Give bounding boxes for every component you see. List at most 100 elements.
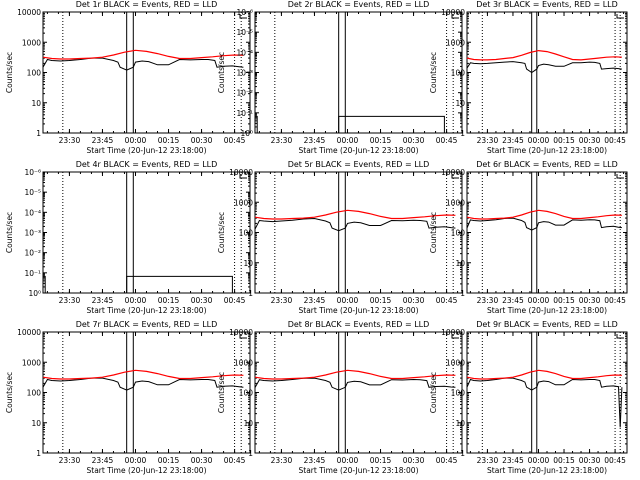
panel-title: Det 2r BLACK = Events, RED = LLD — [288, 0, 430, 9]
y-tick-label: 10000 — [441, 328, 465, 337]
plot-frame — [466, 11, 628, 134]
lld-series-line — [466, 209, 622, 220]
x-tick-label: 00:30 — [403, 296, 425, 305]
y-tick-label: 10000 — [441, 168, 465, 177]
x-tick-label: 00:15 — [370, 136, 392, 145]
x-tick-label: 00:45 — [604, 296, 626, 305]
x-tick-label: 23:45 — [502, 136, 524, 145]
events-series-line — [254, 377, 456, 391]
x-tick-label: 23:45 — [502, 456, 524, 465]
y-tick-label: 1 — [36, 449, 41, 458]
x-tick-label: 23:30 — [477, 296, 499, 305]
x-tick-label: 23:45 — [92, 296, 114, 305]
y-tick-label: 10⁻⁴ — [236, 48, 253, 57]
y-tick-label: 10000 — [17, 8, 41, 17]
x-tick-label: 00:00 — [125, 456, 147, 465]
x-tick-label: 00:15 — [370, 296, 392, 305]
corner-marker — [239, 14, 247, 19]
panel-title: Det 7r BLACK = Events, RED = LLD — [76, 320, 218, 329]
x-tick-label: 00:00 — [528, 136, 550, 145]
panel-det-7: 1 10 100 1000 10000 23:30 23:45 00:00 00:15 00:30… — [5, 320, 251, 475]
y-axis-label: Counts/sec — [217, 372, 226, 413]
x-tick-label: 00:00 — [337, 296, 359, 305]
x-axis-label: Start Time (20-Jun-12 23:18:00) — [299, 146, 419, 155]
y-tick-label: 10000 — [441, 8, 465, 17]
x-tick-label: 00:30 — [579, 296, 601, 305]
y-tick-label: 1 — [460, 449, 465, 458]
x-tick-label: 23:30 — [271, 136, 293, 145]
y-axis-label: Counts/sec — [429, 372, 438, 413]
corner-marker — [616, 14, 624, 19]
y-tick-label: 100 — [451, 69, 466, 78]
x-tick-label: 23:30 — [477, 456, 499, 465]
y-axis-label: Counts/sec — [5, 212, 14, 253]
y-tick-label: 10⁻² — [236, 89, 253, 98]
events-series-line — [466, 217, 622, 231]
y-axis-label: Counts/sec — [217, 212, 226, 253]
panel-det-8: 1 10 100 1000 10000 23:30 23:45 00:00 00:15 00:30… — [217, 320, 463, 475]
y-tick-label: 10⁻⁴ — [24, 208, 41, 217]
y-tick-label: 100 — [239, 229, 254, 238]
y-tick-label: 10⁻⁵ — [236, 28, 253, 37]
events-series-line — [254, 217, 456, 232]
y-tick-label: 1 — [36, 129, 41, 138]
events-series-line — [42, 57, 244, 71]
y-tick-label: 1000 — [446, 38, 465, 47]
x-tick-label: 00:00 — [337, 456, 359, 465]
y-axis-label: Counts/sec — [429, 212, 438, 253]
y-tick-label: 10⁰ — [28, 289, 41, 298]
y-tick-label: 10 — [243, 419, 253, 428]
x-tick-label: 00:00 — [125, 296, 147, 305]
panel-title: Det 8r BLACK = Events, RED = LLD — [288, 320, 430, 329]
events-series-line — [466, 61, 622, 74]
events-series-line — [255, 115, 447, 134]
corner-marker — [451, 334, 459, 339]
plot-frame — [466, 331, 628, 454]
x-tick-label: 00:30 — [191, 456, 213, 465]
panel-det-5: 1 10 100 1000 10000 23:30 23:45 00:00 00:15 00:30… — [217, 160, 463, 315]
x-tick-label: 00:15 — [553, 136, 575, 145]
corner-marker — [239, 174, 247, 179]
events-series-line — [43, 275, 235, 294]
y-tick-label: 10000 — [229, 328, 253, 337]
panel-title: Det 3r BLACK = Events, RED = LLD — [476, 0, 618, 9]
x-tick-label: 23:30 — [59, 136, 81, 145]
panel-title: Det 9r BLACK = Events, RED = LLD — [476, 320, 618, 329]
lld-series-line — [254, 369, 456, 380]
events-series-line — [42, 377, 244, 391]
x-axis-label: Start Time (20-Jun-12 23:18:00) — [487, 146, 607, 155]
y-axis-label: Counts/sec — [5, 52, 14, 93]
panel-det-3: 1 10 100 1000 10000 23:30 23:45 00:00 00:15 00:30… — [429, 0, 628, 155]
x-tick-label: 00:15 — [158, 456, 180, 465]
x-tick-label: 00:15 — [370, 456, 392, 465]
x-tick-label: 00:15 — [553, 456, 575, 465]
y-tick-label: 10⁻³ — [24, 229, 41, 238]
panel-title: Det 4r BLACK = Events, RED = LLD — [76, 160, 218, 169]
x-tick-label: 00:45 — [436, 456, 458, 465]
corner-marker — [616, 334, 624, 339]
y-tick-label: 10 — [455, 419, 465, 428]
x-tick-label: 23:30 — [59, 296, 81, 305]
y-tick-label: 1000 — [446, 198, 465, 207]
y-tick-label: 1000 — [446, 358, 465, 367]
y-tick-label: 10 — [455, 99, 465, 108]
x-axis-label: Start Time (20-Jun-12 23:18:00) — [87, 306, 207, 315]
corner-marker — [451, 174, 459, 179]
x-tick-label: 00:45 — [604, 136, 626, 145]
x-tick-label: 00:30 — [579, 456, 601, 465]
x-tick-label: 23:45 — [304, 136, 326, 145]
y-axis-label: Counts/sec — [217, 52, 226, 93]
x-tick-label: 00:30 — [579, 136, 601, 145]
lld-series-line — [42, 49, 244, 60]
lld-series-line — [254, 209, 456, 220]
y-axis-label: Counts/sec — [5, 372, 14, 413]
x-tick-label: 23:45 — [92, 136, 114, 145]
x-tick-label: 23:30 — [271, 296, 293, 305]
y-tick-label: 10⁻¹ — [24, 269, 41, 278]
y-tick-label: 1000 — [234, 358, 253, 367]
x-tick-label: 23:45 — [304, 456, 326, 465]
x-tick-label: 00:15 — [158, 296, 180, 305]
x-tick-label: 23:30 — [271, 456, 293, 465]
y-tick-label: 10 — [455, 259, 465, 268]
